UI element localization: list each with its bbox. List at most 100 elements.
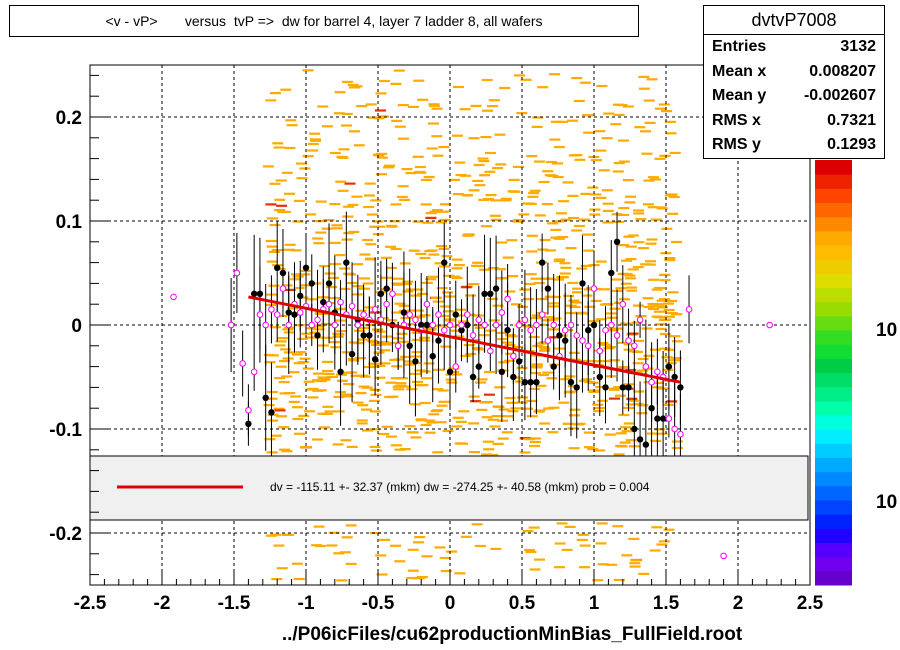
heatmap-cell (595, 196, 607, 199)
heatmap-cell (282, 533, 294, 536)
heatmap-cell (338, 148, 350, 151)
heatmap-cell (432, 209, 443, 212)
profile-point-open (492, 321, 500, 329)
heatmap-cell (468, 395, 480, 398)
heatmap-cell (351, 293, 363, 296)
profile-point-filled (631, 425, 638, 433)
heatmap-cell (523, 325, 535, 328)
heatmap-cell (329, 203, 341, 206)
heatmap-cell (284, 392, 296, 395)
heatmap-cell (460, 174, 472, 177)
heatmap-cell (364, 182, 376, 185)
heatmap-cell (580, 359, 592, 362)
heatmap-cell (365, 103, 377, 106)
heatmap-cell (621, 259, 633, 262)
heatmap-cell (584, 288, 595, 291)
heatmap-cell (375, 92, 387, 95)
heatmap-cell (613, 103, 624, 106)
heatmap-cell (343, 383, 355, 386)
heatmap-cell (277, 210, 289, 214)
heatmap-cell (391, 119, 403, 122)
heatmap-cell (574, 422, 586, 425)
heatmap-cell (604, 375, 616, 378)
heatmap-cell (451, 425, 463, 428)
heatmap-cell (484, 170, 496, 173)
heatmap-cell (481, 453, 493, 456)
heatmap-cell (462, 194, 473, 197)
heatmap-cell (454, 572, 466, 575)
heatmap-cell (275, 179, 287, 182)
heatmap-cell (371, 343, 383, 346)
heatmap-cell (394, 448, 406, 451)
heatmap-cell (558, 401, 570, 404)
heatmap-cell (510, 303, 522, 306)
heatmap-cell (317, 105, 329, 108)
heatmap-cell (627, 399, 639, 402)
heatmap-cell (442, 291, 454, 294)
heatmap-cell (632, 350, 643, 353)
heatmap-cell (564, 375, 576, 378)
profile-point-open (406, 311, 413, 318)
profile-point-open (371, 306, 379, 313)
heatmap-cell (520, 78, 532, 81)
heatmap-cell (413, 577, 425, 580)
heatmap-cell (669, 151, 681, 154)
heatmap-cell (613, 113, 625, 116)
color-scale-swatch (815, 400, 852, 416)
y-tick-label: -0.2 (49, 524, 82, 545)
stats-row-mean-x: Mean x 0.008207 (704, 60, 884, 85)
heatmap-cell (471, 523, 483, 526)
profile-point-filled (613, 238, 621, 245)
profile-point-open (452, 363, 460, 370)
heatmap-cell (624, 201, 636, 204)
profile-point-open (383, 300, 390, 308)
heatmap-cell (662, 302, 674, 305)
heatmap-cell (597, 563, 609, 566)
heatmap-cell (425, 278, 437, 281)
heatmap-cell (612, 525, 624, 528)
heatmap-cell (270, 434, 282, 437)
heatmap-cell (648, 307, 659, 311)
heatmap-cell (500, 197, 512, 200)
heatmap-cell (313, 372, 324, 375)
heatmap-cell (463, 344, 475, 347)
heatmap-cell (523, 298, 535, 301)
profile-point-open (671, 425, 678, 433)
x-tick-label: -2.5 (74, 593, 107, 614)
heatmap-cell (454, 314, 466, 317)
profile-point-open (579, 337, 586, 344)
heatmap-cell (315, 200, 327, 203)
heatmap-cell (550, 317, 562, 320)
color-scale-swatch (815, 315, 852, 331)
heatmap-cell (596, 522, 608, 525)
heatmap-cell (296, 162, 307, 165)
heatmap-cell (552, 278, 564, 281)
heatmap-cell (380, 343, 392, 346)
heatmap-cell (615, 432, 627, 435)
profile-point-open (273, 311, 281, 318)
color-scale-swatch (815, 216, 852, 232)
heatmap-cell (476, 408, 488, 411)
heatmap-cell (539, 341, 551, 344)
heatmap-cell (456, 442, 468, 445)
color-scale-swatch (815, 230, 852, 246)
heatmap-cell (402, 280, 414, 283)
heatmap-cell (340, 393, 352, 396)
heatmap-cell (534, 160, 545, 163)
heatmap-cell (296, 177, 308, 180)
heatmap-cell (621, 554, 633, 557)
profile-point-open (227, 321, 235, 329)
heatmap-cell (333, 410, 345, 413)
profile-point-open (515, 321, 523, 329)
heatmap-cell (329, 241, 341, 244)
heatmap-cell (411, 331, 423, 334)
heatmap-cell (414, 369, 426, 372)
heatmap-cell (428, 413, 440, 416)
heatmap-cell (531, 363, 543, 366)
heatmap-cell (356, 419, 368, 422)
heatmap-cell (275, 365, 287, 368)
heatmap-cell (554, 566, 565, 569)
heatmap-cell (266, 245, 278, 248)
heatmap-cell (415, 171, 427, 174)
heatmap-cell (406, 431, 418, 434)
